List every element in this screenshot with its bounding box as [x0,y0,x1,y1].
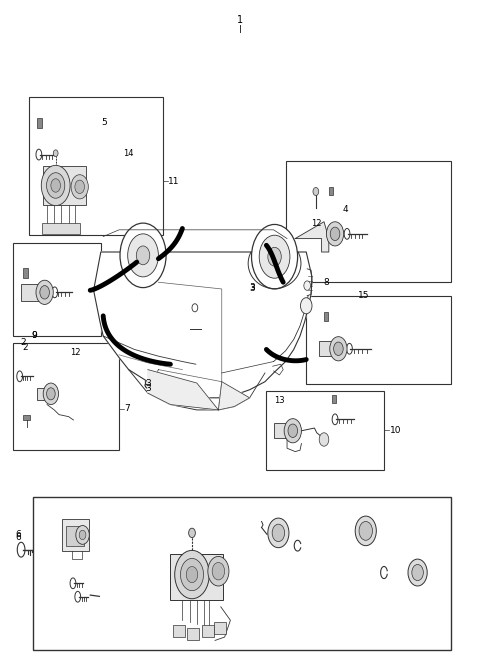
Circle shape [76,526,89,544]
Polygon shape [94,252,312,398]
Bar [37,118,42,128]
Bar [173,625,185,637]
Bar [248,280,256,288]
Bar [62,519,89,551]
Bar [37,388,49,400]
Circle shape [36,280,53,304]
Circle shape [180,558,204,591]
Text: 5: 5 [102,118,108,127]
Circle shape [53,150,58,157]
Circle shape [288,424,298,437]
Bar [42,223,80,234]
Circle shape [136,246,150,265]
Text: 11: 11 [168,177,180,186]
Bar [29,97,163,235]
Circle shape [43,383,59,405]
Circle shape [284,419,301,443]
Text: 6: 6 [15,533,21,542]
Circle shape [334,342,343,355]
Bar [214,622,226,634]
Text: 1: 1 [237,15,243,25]
Circle shape [359,521,372,540]
Text: 7: 7 [124,404,130,413]
Text: 14: 14 [123,149,134,158]
Circle shape [128,234,158,277]
Bar [286,161,451,282]
Bar [13,243,101,336]
Circle shape [47,388,55,400]
Circle shape [120,223,166,288]
Text: 4: 4 [343,205,348,214]
Circle shape [355,516,376,546]
Circle shape [313,187,319,196]
Bar [187,628,199,640]
Circle shape [268,247,281,266]
Text: 3: 3 [249,284,255,294]
Text: 2: 2 [22,343,28,352]
Circle shape [41,165,70,206]
Bar [13,343,119,450]
Circle shape [75,180,84,194]
Circle shape [330,227,340,241]
Bar [329,187,333,195]
Text: 2: 2 [20,338,26,347]
Text: 12: 12 [312,218,322,228]
Circle shape [272,524,285,542]
Text: 8: 8 [324,278,329,287]
Circle shape [252,224,298,289]
Circle shape [51,179,60,192]
Circle shape [40,286,49,299]
Circle shape [300,298,312,314]
Circle shape [175,550,209,599]
Circle shape [330,337,347,361]
Bar [23,268,28,278]
Bar [66,526,84,546]
Bar [324,312,328,321]
Circle shape [408,559,427,586]
Bar [319,341,333,356]
Bar [274,423,287,438]
Text: 3: 3 [249,283,255,292]
Polygon shape [148,370,218,410]
Bar [306,296,451,384]
Bar [23,415,30,420]
Circle shape [71,175,88,199]
Bar [202,625,214,637]
Text: 3: 3 [145,378,151,388]
Text: 9: 9 [32,331,37,341]
Circle shape [268,518,289,548]
Text: 13: 13 [274,396,285,405]
Circle shape [208,556,229,586]
Circle shape [319,433,329,446]
Text: 15: 15 [358,291,370,300]
Text: 9: 9 [32,331,37,341]
Text: 10: 10 [390,425,401,435]
Circle shape [259,235,290,278]
Circle shape [326,222,344,246]
Circle shape [304,281,311,290]
Text: 6: 6 [15,530,21,539]
Bar [43,166,86,205]
Circle shape [212,562,225,580]
Circle shape [186,566,198,583]
Circle shape [412,564,423,581]
Bar [170,554,223,600]
Circle shape [79,530,86,540]
Bar [33,497,451,650]
Polygon shape [295,222,329,252]
Text: 3: 3 [145,384,151,393]
Bar [332,395,336,403]
Circle shape [189,528,195,538]
Bar [21,284,39,301]
Bar [266,391,384,470]
Polygon shape [218,382,250,410]
Circle shape [47,173,65,198]
Text: 12: 12 [71,348,81,358]
